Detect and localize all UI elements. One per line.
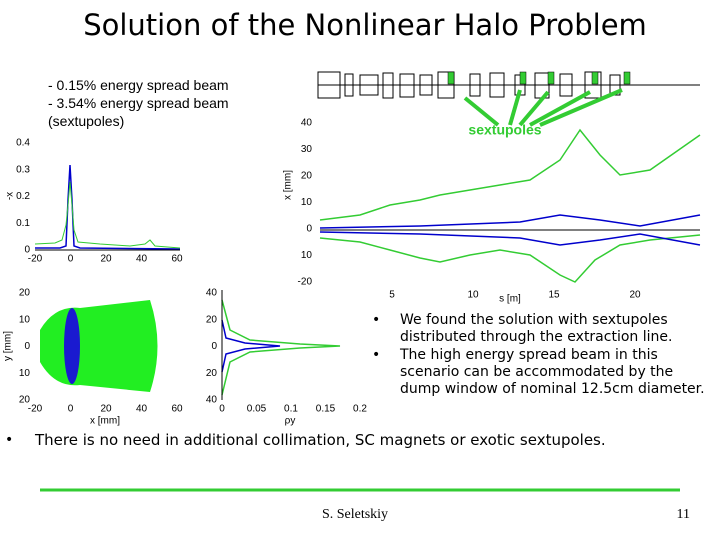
x-tick-label: 0: [68, 254, 74, 265]
y-tick-label: 10: [301, 197, 313, 208]
y-tick-label: 0: [306, 224, 312, 235]
y-tick-label: 30: [301, 144, 313, 155]
y-tick-label: 0.4: [16, 138, 30, 149]
x-tick-label: 20: [629, 290, 641, 301]
x-tick-label: 0: [68, 404, 74, 415]
y-tick-label: 20: [206, 368, 218, 379]
x-tick-label: 5: [389, 290, 395, 301]
plot-2-clouds: [40, 300, 158, 392]
x-tick-label: 15: [548, 290, 560, 301]
y-tick-label: 20: [19, 288, 31, 299]
x-tick-label: 40: [136, 404, 148, 415]
y-tick-label: 0.3: [16, 164, 30, 175]
bullet: We found the solution with sextupoles di…: [400, 312, 673, 345]
annotation-arrows: [463, 88, 623, 127]
x-tick-label: -20: [28, 404, 43, 415]
note: There is no need in additional collimati…: [35, 431, 606, 449]
bullet-marker: •: [5, 432, 14, 448]
y-tick-label: 0.1: [16, 218, 30, 229]
x-tick-label: 40: [136, 254, 148, 265]
x-tick-label: -20: [28, 254, 43, 265]
x-tick-label: 0.05: [247, 404, 267, 415]
y-tick-label: 20: [206, 314, 218, 325]
y-tick-label: 0: [211, 341, 217, 352]
beamline: [317, 71, 700, 99]
x-tick-label: 0.15: [316, 404, 336, 415]
slide-title: Solution of the Nonlinear Halo Problem: [83, 8, 647, 42]
legend: - 0.15% energy spread beam - 3.54% energ…: [48, 76, 229, 130]
x-tick-label: 0: [219, 404, 225, 415]
y-tick-label: 0: [24, 245, 30, 256]
bullet: The high energy spread beam in this scen…: [400, 347, 705, 397]
plot-3-curves: [221, 290, 341, 400]
plot-1-curves: [319, 128, 701, 283]
y-tick-label: -20: [298, 277, 313, 288]
y-axis-label: y [mm]: [3, 331, 14, 361]
y-tick-label: 0: [24, 341, 30, 352]
page-number: 11: [676, 507, 690, 522]
x-axis-label: x [mm]: [90, 416, 120, 427]
sextupole-markers: [447, 71, 631, 85]
y-tick-label: 20: [19, 395, 31, 406]
x-tick-label: 0.2: [353, 404, 367, 415]
bullet-marker: •: [372, 347, 381, 363]
y-tick-label: 0.2: [16, 191, 30, 202]
y-tick-label: 40: [206, 288, 218, 299]
x-tick-label: 60: [171, 254, 183, 265]
bullet-marker: •: [372, 312, 381, 328]
x-axis-label: s [m]: [499, 294, 521, 305]
y-axis-label: x [mm]: [283, 170, 294, 200]
y-tick-label: 10: [301, 250, 313, 261]
x-tick-label: 20: [100, 404, 112, 415]
y-tick-label: 20: [301, 171, 313, 182]
y-tick-label: 40: [206, 395, 218, 406]
legend-item: - 3.54% energy spread beam: [48, 95, 229, 111]
x-tick-label: 60: [171, 404, 183, 415]
y-tick-label: 40: [301, 118, 313, 129]
footer-author: S. Seletskiy: [321, 507, 389, 522]
legend-item: - 0.15% energy spread beam: [48, 77, 229, 93]
legend-item: (sextupoles): [48, 113, 125, 129]
y-tick-label: 10: [19, 368, 31, 379]
y-axis-label: -x: [5, 192, 16, 200]
annotation: sextupoles: [468, 122, 541, 138]
x-tick-label: 20: [100, 254, 112, 265]
x-tick-label: 10: [467, 290, 479, 301]
plot-0-curves: [34, 164, 181, 251]
y-tick-label: 10: [19, 314, 31, 325]
x-axis-label: ρy: [285, 416, 296, 427]
x-tick-label: 0.1: [284, 404, 298, 415]
